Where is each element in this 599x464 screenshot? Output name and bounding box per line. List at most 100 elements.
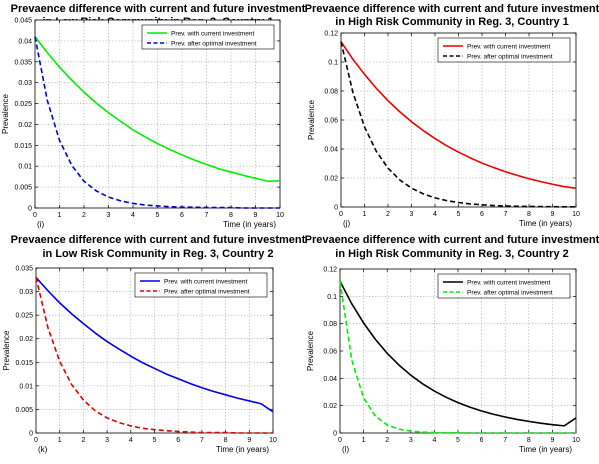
x-tick-label: 7 [200, 437, 204, 444]
series-line-1 [34, 36, 281, 183]
x-tick-label: 8 [527, 437, 531, 444]
x-tick-label: 2 [81, 437, 85, 444]
x-tick-label: 2 [385, 437, 389, 444]
legend: Prev. with current investment Prev. after… [437, 273, 571, 299]
y-tick-label: 0.06 [323, 349, 337, 356]
x-tick-label: 5 [153, 437, 157, 444]
x-tick-label: 1 [362, 437, 366, 444]
chart-title-line-1: Prevaence difference with current and fu… [305, 3, 599, 15]
chart-title-line-1: Prevaence difference with current and fu… [11, 3, 306, 15]
legend-label-1: Prev. with current investment [467, 279, 551, 286]
chart-panel-1: Prevaence difference with current and fu… [1, 3, 306, 229]
y-tick-label: 0.02 [18, 122, 32, 129]
x-tick-label: 3 [105, 437, 109, 444]
x-tick-label: 4 [432, 437, 436, 444]
chart-title-line-1: Prevaence difference with current and fu… [305, 234, 599, 246]
chart-title-line-1: Prevaence difference with current and fu… [11, 234, 306, 246]
x-axis-label: Time (in years) [519, 445, 572, 454]
x-tick-label: 9 [550, 437, 554, 444]
x-tick-label: 8 [224, 437, 228, 444]
x-tick-label: 1 [58, 437, 62, 444]
legend-label-2: Prev. after optimal investment [171, 40, 257, 47]
y-tick-label: 0.06 [324, 118, 338, 125]
x-tick-label: 3 [409, 437, 413, 444]
x-axis-label: Time (in years) [216, 445, 269, 454]
x-tick-label: 4 [129, 437, 133, 444]
y-tick-label: 0.005 [14, 185, 32, 192]
legend: Prev. with current investment Prev. after… [141, 24, 275, 50]
chart-panel-4: Prevaence difference with current and fu… [305, 234, 599, 454]
panel-label: (j) [343, 219, 350, 228]
x-tick-label: 5 [156, 212, 160, 219]
x-tick-label: 2 [82, 212, 86, 219]
x-tick-label: 8 [527, 211, 531, 218]
y-tick-label: 0.025 [14, 101, 32, 108]
x-tick-label: 7 [503, 437, 507, 444]
legend: Prev. with current investment Prev. after… [134, 272, 268, 298]
panel-label: (l) [342, 445, 349, 454]
x-tick-label: 9 [254, 212, 258, 219]
x-tick-label: 3 [107, 212, 111, 219]
y-tick-label: 0.02 [324, 176, 338, 183]
x-tick-label: 9 [247, 437, 251, 444]
x-tick-label: 1 [58, 212, 62, 219]
y-tick-label: 0.015 [15, 360, 33, 367]
x-tick-label: 10 [276, 212, 284, 219]
y-axis-label: Prevalence [1, 93, 10, 134]
series-line-2 [35, 277, 273, 434]
y-tick-label: 0.04 [323, 376, 337, 383]
x-axis-label: Time (in years) [519, 219, 572, 228]
panel-label: (k) [38, 445, 48, 454]
x-tick-label: 9 [551, 211, 555, 218]
chart-title-line-2: in Low Risk Community in Reg. 3, Country… [42, 248, 273, 260]
series-line-2 [339, 281, 576, 434]
y-tick-label: 0.03 [19, 289, 33, 296]
panel-label: (i) [37, 220, 44, 229]
chart-title-line-2: in High Risk Community in Reg. 3, Countr… [335, 248, 568, 260]
y-axis-label: Prevalence [306, 330, 315, 371]
x-tick-label: 0 [34, 437, 38, 444]
y-tick-label: 0.12 [323, 267, 337, 274]
axes-frame [34, 19, 281, 209]
legend: Prev. with current investment Prev. after… [437, 37, 571, 63]
y-tick-label: 0.03 [18, 80, 32, 87]
axes-frame [35, 267, 274, 434]
y-tick-label: 0.02 [19, 336, 33, 343]
legend-box [437, 37, 571, 63]
legend-label-2: Prev. after optimal investment [467, 53, 553, 60]
x-tick-label: 8 [229, 212, 233, 219]
x-tick-label: 6 [480, 437, 484, 444]
chart-title-line-2: in High Risk Community in Reg. 3, Countr… [335, 16, 568, 28]
y-tick-label: 0 [333, 431, 337, 438]
x-tick-label: 7 [205, 212, 209, 219]
y-tick-label: 0.035 [14, 59, 32, 66]
legend-label-2: Prev. after optimal investment [467, 289, 553, 296]
series-line-1 [35, 276, 274, 413]
series-line-2 [340, 41, 576, 208]
x-tick-label: 5 [457, 211, 461, 218]
legend-box [134, 272, 268, 298]
x-axis-label: Time (in years) [223, 220, 276, 229]
x-tick-label: 10 [572, 437, 580, 444]
x-tick-label: 2 [386, 211, 390, 218]
y-tick-label: 0.04 [18, 38, 32, 45]
x-tick-label: 10 [572, 211, 580, 218]
x-tick-label: 6 [180, 212, 184, 219]
y-tick-label: 0.025 [15, 313, 33, 320]
x-tick-label: 0 [338, 437, 342, 444]
x-tick-label: 10 [269, 437, 277, 444]
chart-panel-3: Prevaence difference with current and fu… [2, 234, 306, 454]
y-axis-label: Prevalence [307, 99, 316, 140]
y-tick-label: 0.01 [18, 164, 32, 171]
y-tick-label: 0.01 [19, 383, 33, 390]
y-tick-label: 0.005 [15, 407, 33, 414]
series-line-2 [34, 36, 280, 209]
x-tick-label: 0 [339, 211, 343, 218]
y-tick-label: 0.02 [323, 403, 337, 410]
plot-area [35, 20, 280, 208]
x-tick-label: 4 [131, 212, 135, 219]
y-tick-label: 0 [334, 205, 338, 212]
y-tick-label: 0.035 [15, 266, 33, 273]
x-tick-label: 4 [433, 211, 437, 218]
